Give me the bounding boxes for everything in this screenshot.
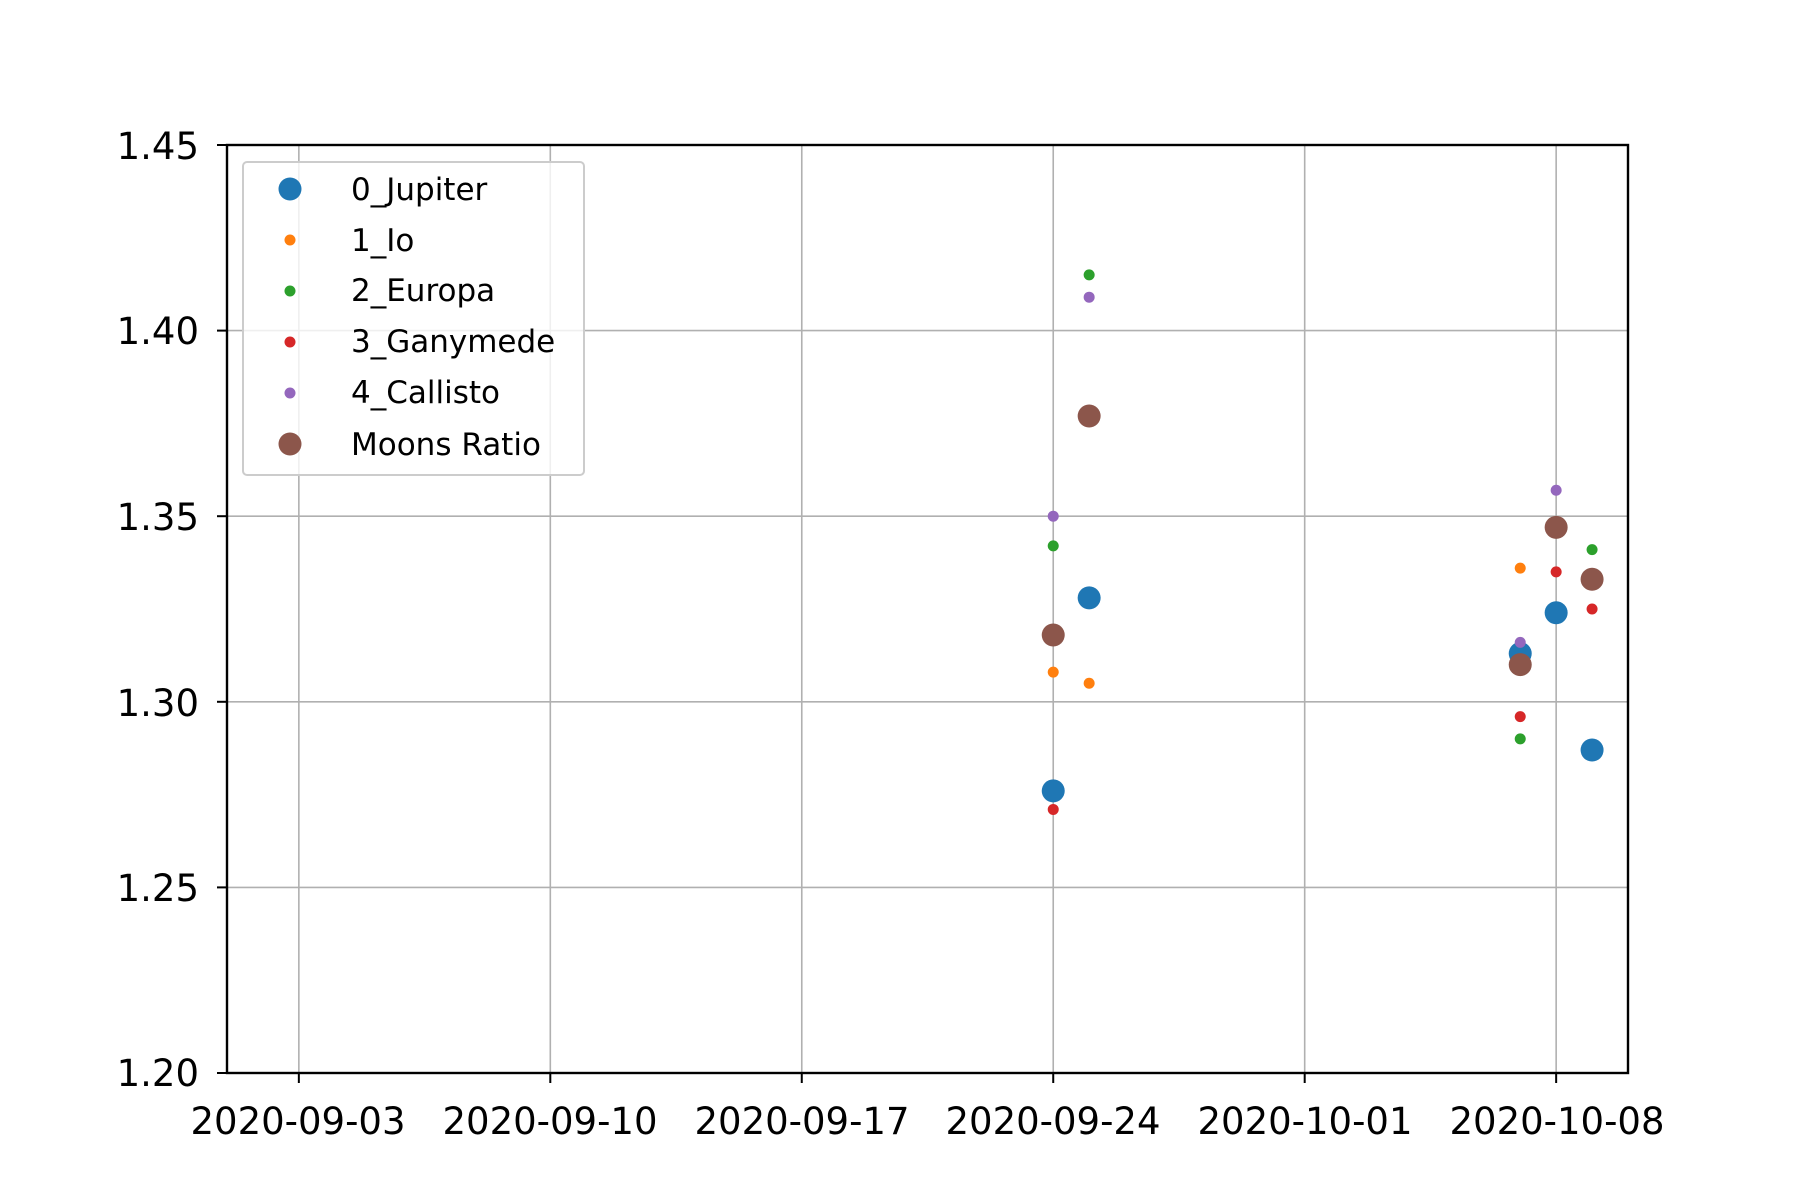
legend-marker-moons-ratio <box>278 432 302 456</box>
legend: 0_Jupiter 1_Io 2_Europa 3_Ganymede 4_Cal… <box>242 161 585 476</box>
x-tick-label-2: 2020-09-17 <box>694 1100 909 1143</box>
y-tick-label-3: 1.35 <box>117 496 199 539</box>
point-moons-ratio-0 <box>1041 623 1065 647</box>
legend-marker-0-jupiter <box>278 177 302 201</box>
point-3-ganymede-2 <box>1514 711 1526 723</box>
point-4-callisto-3 <box>1550 484 1562 496</box>
plot-frame <box>225 143 1630 1075</box>
point-0-jupiter-1 <box>1077 586 1101 610</box>
legend-markers <box>278 177 302 456</box>
point-2-europa-4 <box>1586 544 1598 556</box>
point-4-callisto-1 <box>1083 291 1095 303</box>
data-points <box>1041 269 1604 815</box>
x-tick-label-0: 2020-09-03 <box>190 1100 405 1143</box>
y-tick-label-1: 1.25 <box>117 867 199 910</box>
legend-marker-3-ganymede <box>284 336 296 348</box>
point-0-jupiter-0 <box>1041 779 1065 803</box>
axis-ticks <box>217 144 1558 1083</box>
point-moons-ratio-3 <box>1544 515 1568 539</box>
legend-box <box>242 161 585 476</box>
legend-marker-1-io <box>284 234 296 246</box>
y-tick-label-5: 1.45 <box>117 125 199 168</box>
legend-label-io: 1_Io <box>351 223 414 259</box>
legend-label-ganymede: 3_Ganymede <box>351 324 555 360</box>
point-2-europa-1 <box>1083 269 1095 281</box>
point-1-io-0 <box>1047 666 1059 678</box>
point-4-callisto-0 <box>1047 510 1059 522</box>
legend-label-callisto: 4_Callisto <box>351 375 500 411</box>
legend-label-europa: 2_Europa <box>351 273 495 309</box>
legend-label-moons-ratio: Moons Ratio <box>351 427 541 463</box>
legend-marker-2-europa <box>284 285 296 297</box>
point-0-jupiter-4 <box>1580 738 1604 762</box>
y-tick-label-2: 1.30 <box>117 682 199 725</box>
y-tick-label-4: 1.40 <box>117 310 199 353</box>
y-tick-label-0: 1.20 <box>117 1052 199 1095</box>
point-3-ganymede-3 <box>1550 566 1562 578</box>
point-3-ganymede-0 <box>1047 803 1059 815</box>
point-2-europa-2 <box>1514 733 1526 745</box>
point-moons-ratio-4 <box>1580 567 1604 591</box>
point-moons-ratio-1 <box>1077 404 1101 428</box>
point-4-callisto-2 <box>1514 636 1526 648</box>
x-tick-label-3: 2020-09-24 <box>945 1100 1160 1143</box>
legend-label-jupiter: 0_Jupiter <box>351 172 488 208</box>
point-0-jupiter-3 <box>1544 601 1568 625</box>
legend-marker-4-callisto <box>284 387 296 399</box>
x-tick-label-4: 2020-10-01 <box>1197 1100 1412 1143</box>
grid-lines <box>227 144 1628 1074</box>
point-1-io-2 <box>1514 562 1526 574</box>
point-3-ganymede-4 <box>1586 603 1598 615</box>
x-tick-label-1: 2020-09-10 <box>442 1100 657 1143</box>
point-moons-ratio-2 <box>1508 653 1532 677</box>
point-2-europa-0 <box>1047 540 1059 552</box>
point-1-io-1 <box>1083 677 1095 689</box>
x-tick-label-5: 2020-10-08 <box>1449 1100 1664 1143</box>
